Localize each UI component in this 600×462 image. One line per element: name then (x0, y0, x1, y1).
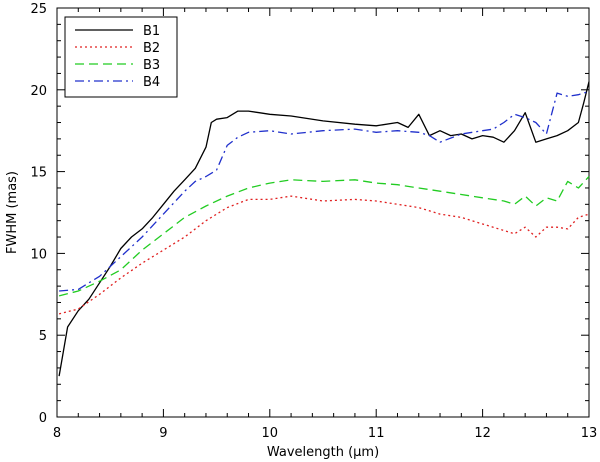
y-tick-label: 20 (30, 84, 47, 99)
plot-frame (56, 7, 590, 418)
legend-label-b4: B4 (143, 75, 160, 90)
x-tick-label: 8 (53, 426, 61, 441)
axis-ticks (56, 7, 590, 418)
y-tick-label: 10 (30, 247, 47, 262)
y-tick-label: 5 (39, 329, 47, 344)
y-tick-label: 0 (39, 411, 47, 426)
legend-label-b1: B1 (143, 24, 160, 39)
series-line-b1 (58, 81, 590, 377)
legend-label-b3: B3 (143, 58, 160, 73)
y-tick-labels: 0 5 10 15 20 25 (30, 2, 47, 426)
y-axis-label: FWHM (mas) (5, 171, 20, 254)
legend-label-b2: B2 (143, 41, 160, 56)
legend: B1 B2 B3 B4 (64, 16, 178, 98)
x-tick-label: 9 (159, 426, 167, 441)
x-tick-label: 13 (581, 426, 598, 441)
y-tick-label: 25 (30, 2, 47, 17)
series-line-b3 (58, 176, 590, 297)
x-tick-label: 11 (368, 426, 385, 441)
plot-area-border (56, 7, 590, 418)
series-line-b2 (58, 195, 590, 315)
data-series (58, 81, 590, 377)
x-tick-labels: 8 9 10 11 12 13 (53, 426, 597, 441)
x-tick-label: 12 (474, 426, 491, 441)
x-tick-label: 10 (262, 426, 279, 441)
y-tick-label: 15 (30, 166, 47, 181)
x-axis-label: Wavelength (μm) (267, 445, 379, 460)
